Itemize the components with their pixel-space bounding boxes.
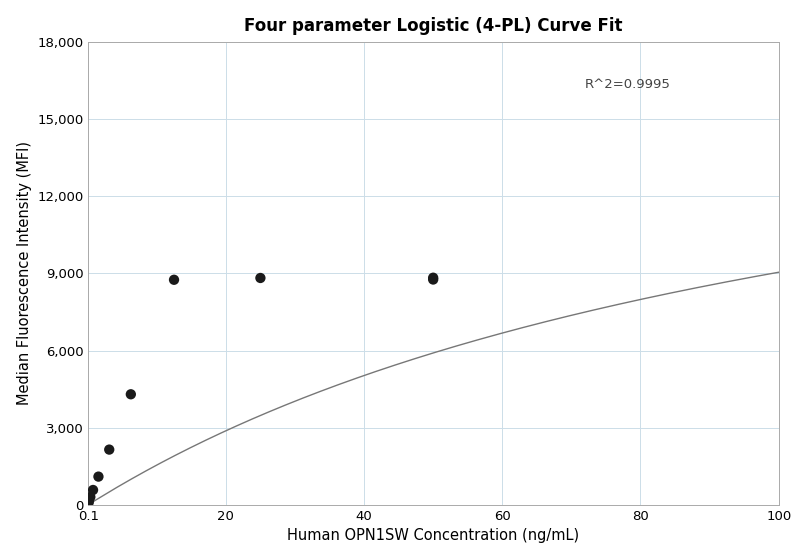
Point	[82, 498, 95, 507]
Point	[84, 492, 97, 501]
Point	[427, 273, 440, 282]
Point	[82, 496, 95, 505]
Point	[167, 276, 180, 284]
Point	[92, 472, 105, 481]
Text: R^2=0.9995: R^2=0.9995	[585, 78, 671, 91]
Point	[82, 499, 95, 508]
Point	[103, 445, 116, 454]
X-axis label: Human OPN1SW Concentration (ng/mL): Human OPN1SW Concentration (ng/mL)	[288, 528, 579, 543]
Title: Four parameter Logistic (4-PL) Curve Fit: Four parameter Logistic (4-PL) Curve Fit	[244, 17, 623, 35]
Point	[254, 273, 267, 282]
Point	[124, 390, 137, 399]
Y-axis label: Median Fluorescence Intensity (MFI): Median Fluorescence Intensity (MFI)	[17, 141, 32, 405]
Point	[86, 486, 99, 494]
Point	[427, 275, 440, 284]
